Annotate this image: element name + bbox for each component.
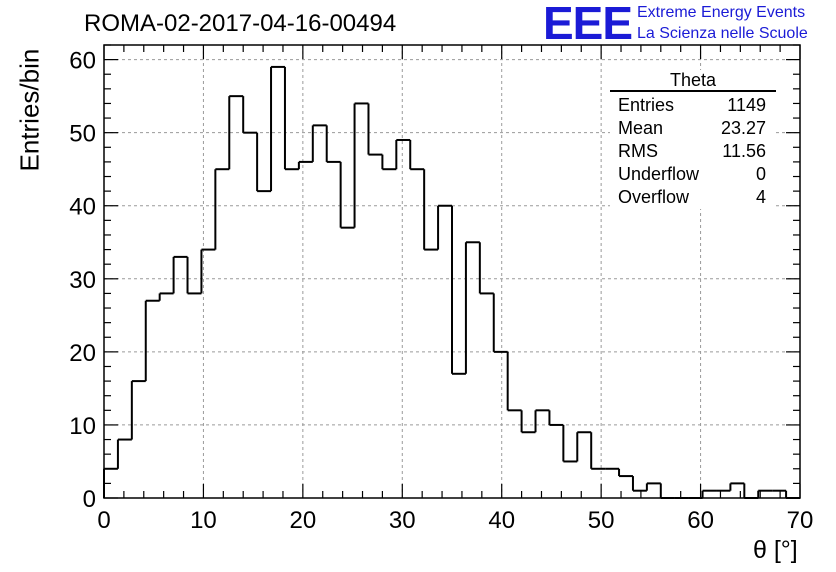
y-tick-label: 40 bbox=[69, 194, 96, 221]
x-tick-label: 60 bbox=[687, 507, 714, 534]
stats-label: RMS bbox=[618, 141, 658, 161]
x-tick-label: 70 bbox=[787, 507, 814, 534]
x-tick-label: 50 bbox=[588, 507, 615, 534]
y-tick-label: 0 bbox=[83, 486, 96, 513]
x-tick-label: 10 bbox=[190, 507, 217, 534]
x-axis-label: θ [°] bbox=[753, 536, 798, 564]
x-tick-label: 20 bbox=[290, 507, 317, 534]
stats-label: Overflow bbox=[618, 187, 690, 207]
x-tick-label: 40 bbox=[488, 507, 515, 534]
stats-row-entries: Entries 1149 bbox=[610, 94, 776, 117]
y-tick-label: 50 bbox=[69, 121, 96, 148]
stats-value: 4 bbox=[755, 187, 766, 207]
y-axis-label: Entries/bin bbox=[14, 48, 45, 172]
y-tick-label: 30 bbox=[69, 267, 96, 294]
x-tick-label: 0 bbox=[97, 507, 110, 534]
plot-frame bbox=[103, 44, 801, 499]
stats-row-mean: Mean 23.27 bbox=[610, 117, 776, 140]
eee-logo: EEE bbox=[543, 0, 633, 49]
stats-box-title: Theta bbox=[610, 70, 776, 92]
x-tick-label: 30 bbox=[389, 507, 416, 534]
y-tick-label: 20 bbox=[69, 340, 96, 367]
stats-label: Mean bbox=[618, 118, 664, 138]
stats-box: Theta Entries 1149 Mean 23.27 RMS 11.56 … bbox=[610, 70, 776, 209]
stats-value: 1149 bbox=[727, 95, 766, 115]
y-tick-label: 60 bbox=[69, 48, 96, 75]
stats-value: 23.27 bbox=[720, 118, 766, 138]
logo-line-1: Extreme Energy Events bbox=[637, 4, 806, 21]
y-tick-label: 10 bbox=[69, 413, 96, 440]
stats-row-overflow: Overflow 4 bbox=[610, 186, 776, 209]
stats-row-rms: RMS 11.56 bbox=[610, 140, 776, 163]
stats-value: 11.56 bbox=[722, 141, 766, 161]
stats-label: Entries bbox=[618, 95, 675, 115]
stats-value: 0 bbox=[755, 164, 766, 184]
chart-title: ROMA-02-2017-04-16-00494 bbox=[84, 10, 397, 37]
stats-row-underflow: Underflow 0 bbox=[610, 163, 776, 186]
stats-label: Underflow bbox=[618, 164, 700, 184]
logo-line-2: La Scienza nelle Scuole bbox=[637, 25, 808, 42]
